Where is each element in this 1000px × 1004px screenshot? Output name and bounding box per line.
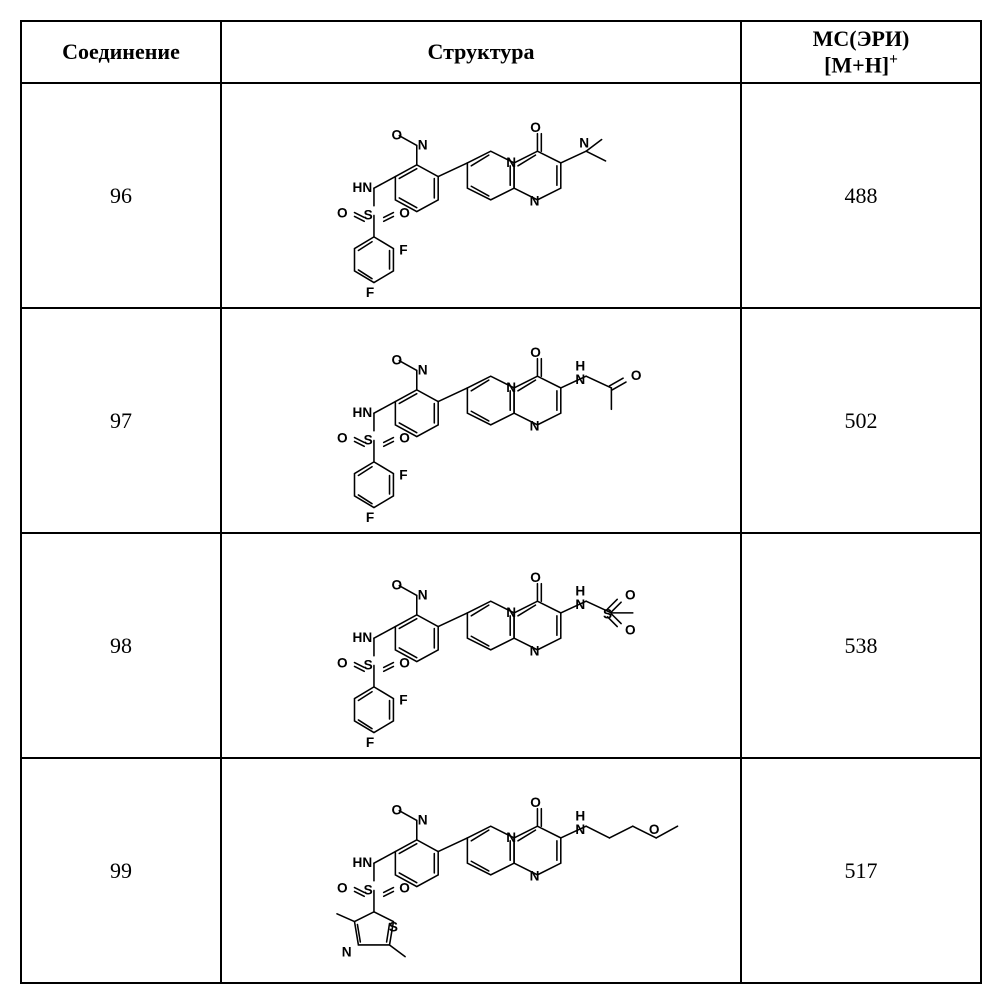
ms-header-line2: [M+H]+ [748, 51, 974, 78]
ms-header-sup: + [889, 51, 898, 68]
ms-cell: 517 [741, 758, 981, 983]
svg-text:N: N [506, 605, 516, 620]
chemical-structure-icon: O N HN S O O F F N N O N [228, 88, 734, 303]
svg-text:F: F [399, 692, 407, 707]
svg-text:O: O [530, 345, 541, 360]
svg-text:O: O [337, 655, 348, 670]
compound-cell: 99 [21, 758, 221, 983]
svg-text:O: O [337, 430, 348, 445]
svg-text:HN: HN [353, 180, 373, 195]
svg-text:S: S [364, 432, 373, 447]
svg-text:N: N [418, 137, 428, 152]
col-header-ms: МС(ЭРИ) [M+H]+ [741, 21, 981, 83]
svg-text:S: S [364, 657, 373, 672]
structure-cell: O N HN S O O S N N N O H N O [221, 758, 741, 983]
svg-text:O: O [399, 655, 410, 670]
svg-text:O: O [530, 120, 541, 135]
ms-header-prefix: [M+H] [824, 53, 889, 78]
compound-cell: 98 [21, 533, 221, 758]
svg-text:N: N [418, 812, 428, 827]
table-row: 97 [21, 308, 981, 533]
svg-text:N: N [342, 945, 352, 960]
svg-text:O: O [391, 578, 402, 593]
svg-text:O: O [399, 430, 410, 445]
svg-text:S: S [603, 607, 612, 622]
structure-cell: O N HN S O O F F N N O H N S O [221, 533, 741, 758]
ms-cell: 538 [741, 533, 981, 758]
svg-text:N: N [575, 597, 585, 612]
svg-text:HN: HN [353, 630, 373, 645]
ms-cell: 488 [741, 83, 981, 308]
svg-text:O: O [631, 368, 642, 383]
structure-cell: O N HN S O O F F N N O N [221, 83, 741, 308]
chemical-structure-icon: O N HN S O O S N N N O H N O [228, 763, 734, 978]
compound-cell: 97 [21, 308, 221, 533]
svg-text:O: O [391, 353, 402, 368]
svg-text:F: F [366, 735, 374, 750]
svg-text:S: S [364, 207, 373, 222]
svg-text:O: O [399, 205, 410, 220]
svg-text:O: O [337, 880, 348, 895]
svg-text:F: F [366, 510, 374, 525]
svg-text:S: S [389, 919, 398, 934]
svg-text:N: N [530, 419, 540, 434]
svg-text:F: F [399, 467, 407, 482]
svg-text:O: O [530, 795, 541, 810]
svg-text:O: O [391, 128, 402, 143]
svg-text:N: N [506, 155, 516, 170]
svg-text:O: O [625, 622, 636, 637]
svg-text:N: N [530, 869, 540, 884]
table-row: 98 [21, 533, 981, 758]
col-header-compound: Соединение [21, 21, 221, 83]
svg-text:N: N [530, 194, 540, 209]
svg-text:N: N [575, 372, 585, 387]
chemical-structure-icon: O N HN S O O F F N N O H N O [228, 313, 734, 528]
svg-text:O: O [649, 822, 660, 837]
svg-text:F: F [366, 285, 374, 300]
structure-cell: O N HN S O O F F N N O H N O [221, 308, 741, 533]
ms-cell: 502 [741, 308, 981, 533]
svg-text:S: S [364, 882, 373, 897]
compound-table: Соединение Структура МС(ЭРИ) [M+H]+ 96 [20, 20, 982, 984]
table-header-row: Соединение Структура МС(ЭРИ) [M+H]+ [21, 21, 981, 83]
svg-text:N: N [575, 822, 585, 837]
col-header-structure: Структура [221, 21, 741, 83]
svg-text:N: N [579, 135, 589, 150]
table-row: 96 [21, 83, 981, 308]
svg-text:O: O [399, 880, 410, 895]
svg-text:O: O [337, 205, 348, 220]
svg-text:O: O [625, 587, 636, 602]
svg-text:O: O [391, 803, 402, 818]
chemical-structure-icon: O N HN S O O F F N N O H N S O [228, 538, 734, 753]
svg-text:N: N [530, 644, 540, 659]
svg-text:N: N [506, 830, 516, 845]
compound-cell: 96 [21, 83, 221, 308]
svg-text:O: O [530, 570, 541, 585]
table-row: 99 [21, 758, 981, 983]
svg-text:HN: HN [353, 405, 373, 420]
svg-text:N: N [418, 362, 428, 377]
svg-text:F: F [399, 242, 407, 257]
svg-text:N: N [418, 587, 428, 602]
svg-text:N: N [506, 380, 516, 395]
svg-text:HN: HN [353, 855, 373, 870]
ms-header-line1: МС(ЭРИ) [748, 26, 974, 51]
